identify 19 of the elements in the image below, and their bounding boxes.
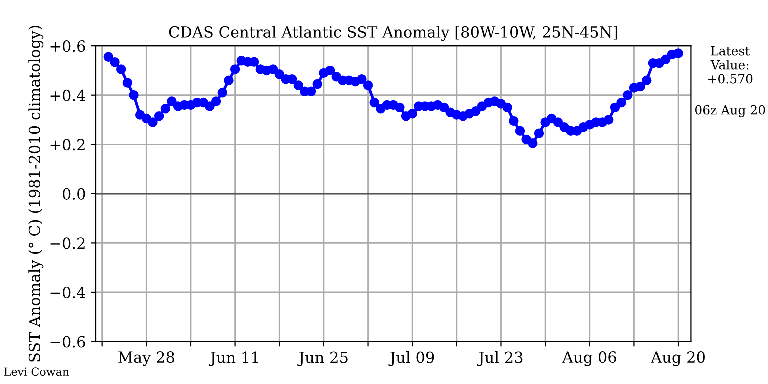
y-tick-label: −0.6 [50,336,86,348]
y-tick-label: +0.2 [50,139,85,151]
text: Levi Cowan [4,368,70,376]
x-tick-label: Jun 11 [208,352,258,366]
x-tick-label: Jul 09 [388,351,434,366]
y-axis-title: SST Anomaly (° C) (1981-2010 climatology) [28,26,44,362]
text: Latest Value: +0.570 [708,46,753,84]
y-tick-label: +0.6 [50,40,86,52]
x-tick-label: Jul 23 [477,351,523,366]
x-tick-label: Jun 25 [298,352,348,366]
text: 06z Aug 20 [695,105,766,118]
x-tick-label: May 28 [118,352,174,366]
chart-title: CDAS Central Atlantic SST Anomaly [80W-10W, 25N-45N] [169,26,618,42]
x-tick-label: Aug 20 [650,352,705,366]
y-tick-label: −0.4 [50,286,86,298]
y-tick-label: −0.2 [50,238,85,250]
y-tick-label: 0.0 [62,188,86,200]
x-tick-label: Aug 06 [562,352,616,366]
y-tick-label: +0.4 [50,90,86,102]
